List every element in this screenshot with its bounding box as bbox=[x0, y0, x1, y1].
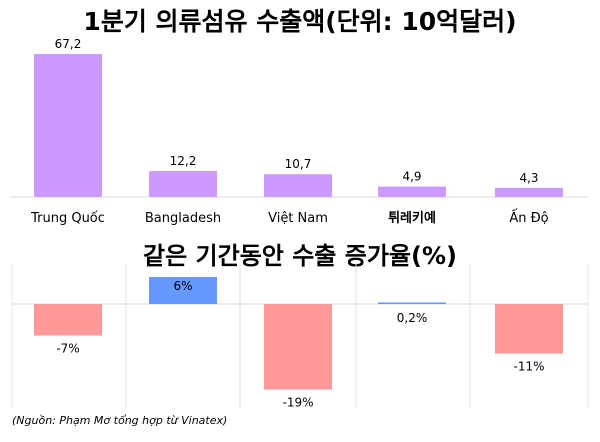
source-note: (Nguồn: Phạm Mơ tổng hợp từ Vinatex) bbox=[12, 414, 228, 427]
bar-growth-4 bbox=[495, 304, 563, 354]
bar-export-1 bbox=[149, 171, 217, 197]
data-label-growth-3: 0,2% bbox=[397, 311, 428, 325]
chart-title-growth-rate: 같은 기간동안 수출 증가율(%) bbox=[143, 242, 457, 270]
bar-growth-2 bbox=[264, 304, 332, 390]
bar-growth-3 bbox=[378, 302, 446, 304]
bar-growth-0 bbox=[34, 304, 102, 336]
data-label-export-3: 4,9 bbox=[402, 170, 421, 184]
category-label-4: Ấn Độ bbox=[509, 209, 548, 226]
data-label-export-4: 4,3 bbox=[519, 171, 538, 185]
bar-export-2 bbox=[264, 174, 332, 197]
data-label-growth-0: -7% bbox=[56, 342, 79, 356]
bar-export-4 bbox=[495, 187, 563, 197]
category-label-3: 튀레키예 bbox=[388, 210, 436, 226]
data-label-growth-2: -19% bbox=[282, 396, 313, 410]
data-label-export-0: 67,2 bbox=[55, 37, 82, 51]
data-label-export-1: 12,2 bbox=[170, 154, 197, 168]
bar-export-3 bbox=[378, 186, 446, 197]
data-label-growth-4: -11% bbox=[513, 360, 544, 374]
category-label-1: Bangladesh bbox=[145, 211, 221, 226]
chart-title-export-value: 1분기 의류섬유 수출액(단위: 10억달러) bbox=[83, 7, 517, 36]
bar-export-0 bbox=[34, 53, 102, 198]
bar-growth-1 bbox=[149, 277, 217, 304]
category-label-2: Việt Nam bbox=[268, 211, 328, 226]
data-label-growth-1: 6% bbox=[173, 279, 192, 293]
data-label-export-2: 10,7 bbox=[285, 157, 312, 171]
category-label-0: Trung Quốc bbox=[30, 211, 105, 226]
